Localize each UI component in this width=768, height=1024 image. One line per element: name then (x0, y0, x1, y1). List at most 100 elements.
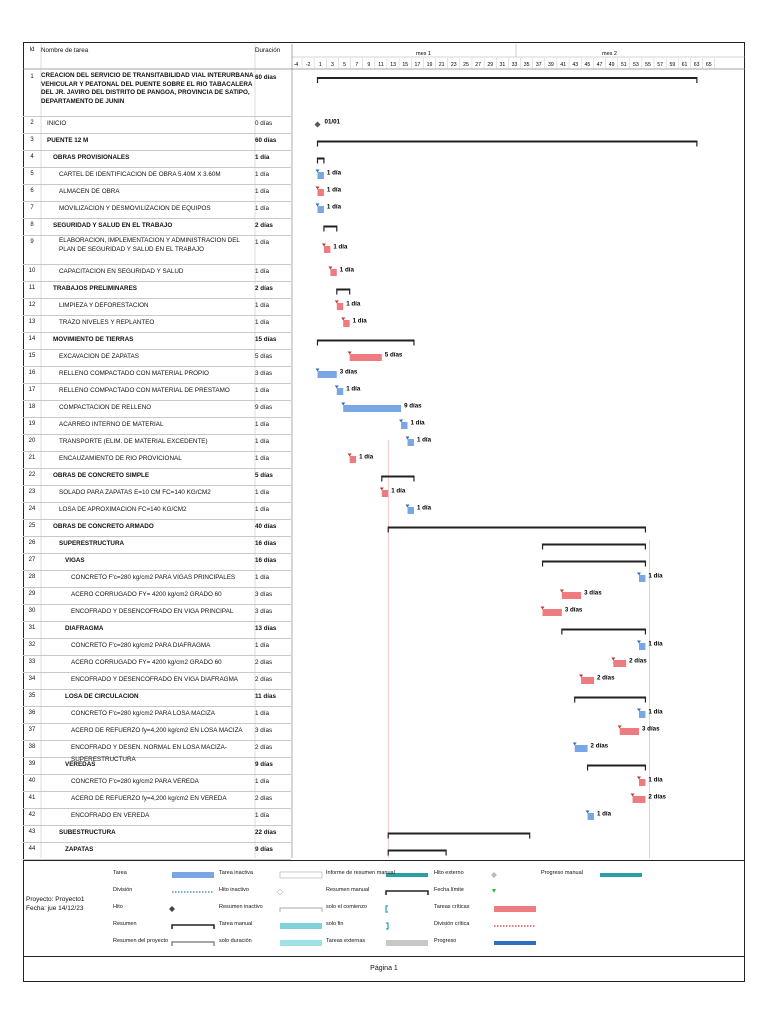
task-duration: 13 días (255, 625, 277, 632)
table-row: 26 SUPERESTRUCTURA 16 días (23, 536, 291, 554)
task-id: 39 (28, 761, 36, 767)
page-frame (23, 42, 745, 982)
task-id: 17 (28, 387, 36, 393)
task-name: ACERO DE REFUERZO fy=4,200 kg/cm2 EN LOS… (71, 727, 243, 734)
tick-label: 29 (487, 62, 493, 68)
task-id: 23 (28, 489, 36, 495)
task-id: 2 (30, 120, 34, 126)
tick-label: 41 (560, 62, 566, 68)
legend-milestone-icon (169, 906, 175, 912)
tick-label: 43 (572, 62, 578, 68)
task-id: 5 (30, 171, 34, 177)
task-id: 9 (30, 239, 34, 245)
page-footer: Página 1 (370, 965, 398, 972)
task-duration: 1 día (255, 778, 270, 785)
task-bar (574, 745, 588, 752)
tick-label: 55 (645, 62, 651, 68)
task-duration: 1 día (255, 489, 270, 496)
legend-project-summary-icon (171, 941, 215, 946)
task-name: ALMACEN DE OBRA (59, 188, 120, 195)
task-id: 29 (28, 591, 36, 597)
tick-label: 47 (597, 62, 603, 68)
task-name: ENCAUZAMIENTO DE RIO PROVICIONAL (59, 455, 182, 462)
critical-task-bar (381, 490, 389, 497)
task-bar (639, 711, 646, 718)
legend (23, 860, 745, 957)
tick-label: 15 (402, 62, 408, 68)
bar-label: 1 día (648, 709, 663, 716)
tick-label: 25 (463, 62, 469, 68)
bar-label: 1 día (417, 437, 432, 444)
task-name: ENCOFRADO EN VEREDA (71, 812, 150, 819)
dependency-arrow (540, 606, 545, 610)
bar-label: 1 día (333, 244, 348, 251)
legend-label: Hito externo (434, 870, 464, 876)
task-name: CONCRETO F'c=280 kg/cm2 PARA VIGAS PRINC… (71, 574, 236, 581)
task-duration: 16 días (255, 557, 277, 564)
tick-label: 51 (621, 62, 627, 68)
task-duration: 11 días (255, 693, 277, 700)
task-id: 41 (28, 795, 36, 801)
dependency-arrow (315, 186, 320, 190)
critical-task-bar (613, 660, 627, 667)
bar-label: 1 día (648, 777, 663, 784)
task-duration: 60 días (255, 137, 277, 144)
task-id: 36 (28, 710, 36, 716)
legend-label: Resumen manual (326, 887, 370, 893)
task-id: 19 (28, 421, 36, 427)
table-row: 2 INICIO 0 días (23, 116, 291, 134)
tick-label: 11 (378, 62, 383, 68)
legend-finish-only-icon (386, 922, 389, 930)
table-row: 15 EXCAVACION DE ZAPATAS 5 días (23, 349, 291, 367)
tick-label: 1 (319, 62, 322, 68)
dependency-arrow (341, 402, 346, 406)
task-id: 25 (28, 523, 36, 529)
task-bar (587, 813, 594, 820)
tick-label: 63 (694, 62, 700, 68)
task-name: ELABORACION, IMPLEMENTACION Y ADMINISTRA… (59, 237, 240, 253)
tick-label: 45 (584, 62, 590, 68)
bar-label: 3 días (565, 607, 583, 614)
task-id: 4 (30, 154, 34, 160)
task-bar (407, 439, 414, 446)
task-name: RELLENO COMPACTADO CON MATERIAL DE PREST… (59, 387, 230, 394)
task-duration: 2 días (255, 659, 273, 666)
table-row: 38 ENCOFRADO Y DESEN. NORMAL EN LOSA MACI… (23, 740, 291, 763)
task-id: 18 (28, 404, 36, 410)
task-name: LOSA DE APROXIMACION FC=140 KG/CM2 (59, 506, 187, 513)
table-row: 40 CONCRETO F'c=280 kg/cm2 PARA VEREDA 1 d… (23, 774, 291, 792)
dependency-arrow (328, 266, 333, 270)
table-row: 24 LOSA DE APROXIMACION FC=140 KG/CM2 1 dí… (23, 502, 291, 520)
task-name: COMPACTACION DE RELLENO (59, 404, 152, 411)
bar-label: 1 día (327, 204, 342, 211)
critical-task-bar (632, 796, 646, 803)
tick-label: 9 (367, 62, 370, 68)
bar-label: 01/01 (325, 119, 341, 126)
legend-label: Tarea inactiva (219, 870, 253, 876)
task-id: 28 (28, 574, 36, 580)
critical-task-bar (581, 677, 594, 684)
header-task-name: Nombre de tarea (41, 47, 89, 54)
task-name: RELLENO COMPACTADO CON MATERIAL PROPIO (59, 370, 209, 377)
legend-label: Resumen (113, 921, 137, 927)
task-duration: 1 día (255, 710, 270, 717)
task-name: INICIO (47, 120, 67, 127)
bar-label: 9 días (404, 403, 422, 410)
tick-label: 65 (706, 62, 712, 68)
legend-label: Hito inactivo (219, 887, 249, 893)
task-duration: 1 día (255, 171, 270, 178)
tick-label: 17 (415, 62, 421, 68)
task-bar (639, 643, 646, 650)
task-id: 26 (28, 540, 36, 546)
task-duration: 1 día (255, 642, 270, 649)
task-name: CAPACITACION EN SEGURIDAD Y SALUD (59, 268, 184, 275)
task-bar (317, 371, 337, 378)
task-name: ACERO CORRUGADO FY= 4200 kg/cm2 GRADO 60 (71, 659, 222, 666)
table-row: 7 MOVILIZACION Y DESMOVILIZACION DE EQUIP… (23, 201, 291, 219)
table-row: 25 OBRAS DE CONCRETO ARMADO 40 días (23, 519, 291, 537)
tick-label: 7 (355, 62, 358, 68)
table-row: 29 ACERO CORRUGADO FY= 4200 kg/cm2 GRADO … (23, 587, 291, 605)
task-name: SEGURIDAD Y SALUD EN EL TRABAJO (53, 222, 173, 229)
table-row: 8 SEGURIDAD Y SALUD EN EL TRABAJO 2 días (23, 218, 291, 236)
table-row: 23 SOLADO PARA ZAPATAS E=10 CM FC=140 KG/… (23, 485, 291, 503)
